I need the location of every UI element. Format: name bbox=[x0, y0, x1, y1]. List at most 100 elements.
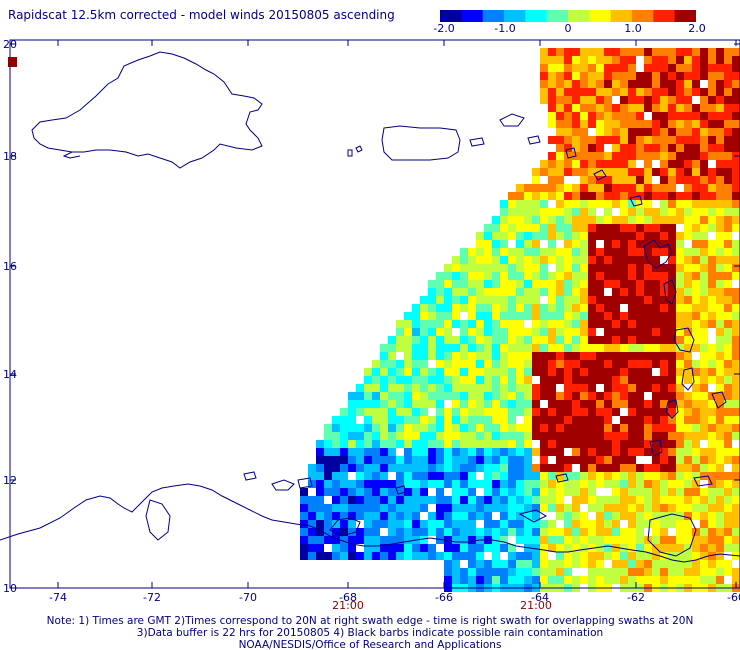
swath-cell bbox=[548, 576, 556, 584]
swath-cell bbox=[492, 496, 500, 504]
swath-cell bbox=[340, 544, 348, 552]
swath-cell bbox=[516, 520, 524, 528]
colorbar-tick-label: 1.0 bbox=[624, 22, 642, 35]
swath-cell bbox=[364, 400, 372, 408]
swath-cell bbox=[716, 112, 724, 120]
swath-cell bbox=[596, 216, 604, 224]
swath-cell bbox=[356, 488, 364, 496]
swath-cell bbox=[348, 544, 356, 552]
swath-cell bbox=[588, 336, 596, 344]
swath-cell bbox=[676, 432, 684, 440]
swath-cell bbox=[676, 200, 684, 208]
swath-cell bbox=[644, 64, 652, 72]
swath-cell bbox=[500, 224, 508, 232]
swath-cell bbox=[660, 272, 668, 280]
swath-cell bbox=[652, 224, 660, 232]
swath-cell bbox=[340, 432, 348, 440]
swath-cell bbox=[628, 528, 636, 536]
swath-cell bbox=[676, 304, 684, 312]
colorbar-tick-label: 2.0 bbox=[688, 22, 706, 35]
swath-cell bbox=[372, 552, 380, 560]
swath-cell bbox=[620, 480, 628, 488]
swath-cell bbox=[636, 536, 644, 544]
swath-cell bbox=[420, 552, 428, 560]
swath-cell bbox=[628, 400, 636, 408]
swath-cell bbox=[732, 72, 740, 80]
swath-cell bbox=[628, 472, 636, 480]
swath-cell bbox=[660, 136, 668, 144]
swath-cell bbox=[596, 416, 604, 424]
swath-cell bbox=[684, 336, 692, 344]
swath-cell bbox=[636, 368, 644, 376]
swath-cell bbox=[500, 256, 508, 264]
swath-cell bbox=[668, 504, 676, 512]
swath-cell bbox=[692, 280, 700, 288]
swath-cell bbox=[676, 544, 684, 552]
swath-cell bbox=[556, 48, 564, 56]
swath-cell bbox=[444, 448, 452, 456]
swath-cell bbox=[540, 272, 548, 280]
swath-cell bbox=[644, 56, 652, 64]
swath-cell bbox=[620, 64, 628, 72]
swath-cell bbox=[596, 160, 604, 168]
swath-cell bbox=[636, 304, 644, 312]
swath-cell bbox=[716, 392, 724, 400]
swath-cell bbox=[388, 480, 396, 488]
swath-cell bbox=[532, 424, 540, 432]
swath-cell bbox=[524, 224, 532, 232]
swath-cell bbox=[700, 136, 708, 144]
swath-cell bbox=[476, 320, 484, 328]
swath-cell bbox=[540, 168, 548, 176]
swath-cell bbox=[580, 232, 588, 240]
swath-cell bbox=[660, 344, 668, 352]
swath-cell bbox=[628, 512, 636, 520]
swath-cell bbox=[612, 312, 620, 320]
swath-cell bbox=[548, 72, 556, 80]
swath-cell bbox=[492, 504, 500, 512]
swath-cell bbox=[724, 296, 732, 304]
swath-cell bbox=[668, 496, 676, 504]
swath-cell bbox=[308, 544, 316, 552]
swath-cell bbox=[620, 240, 628, 248]
swath-cell bbox=[540, 88, 548, 96]
swath-cell bbox=[580, 528, 588, 536]
swath-cell bbox=[492, 352, 500, 360]
swath-cell bbox=[708, 512, 716, 520]
swath-cell bbox=[524, 512, 532, 520]
swath-cell bbox=[596, 392, 604, 400]
swath-cell bbox=[484, 504, 492, 512]
swath-cell bbox=[588, 576, 596, 584]
swath-cell bbox=[644, 544, 652, 552]
swath-cell bbox=[556, 400, 564, 408]
swath-cell bbox=[516, 240, 524, 248]
swath-cell bbox=[652, 416, 660, 424]
swath-cell bbox=[636, 96, 644, 104]
swath-cell bbox=[508, 392, 516, 400]
swath-cell bbox=[684, 480, 692, 488]
swath-cell bbox=[548, 568, 556, 576]
swath-cell bbox=[492, 360, 500, 368]
swath-cell bbox=[596, 152, 604, 160]
swath-cell bbox=[516, 424, 524, 432]
swath-cell bbox=[572, 384, 580, 392]
swath-cell bbox=[524, 568, 532, 576]
swath-cell bbox=[484, 264, 492, 272]
swath-cell bbox=[692, 72, 700, 80]
swath-cell bbox=[556, 248, 564, 256]
swath-cell bbox=[316, 512, 324, 520]
swath-cell bbox=[708, 560, 716, 568]
swath-cell bbox=[620, 416, 628, 424]
swath-cell bbox=[692, 184, 700, 192]
swath-cell bbox=[564, 144, 572, 152]
swath-cell bbox=[500, 520, 508, 528]
swath-cell bbox=[700, 552, 708, 560]
swath-cell bbox=[508, 360, 516, 368]
swath-cell bbox=[404, 512, 412, 520]
swath-cell bbox=[364, 520, 372, 528]
swath-cell bbox=[684, 432, 692, 440]
swath-cell bbox=[596, 64, 604, 72]
swath-cell bbox=[500, 528, 508, 536]
swath-cell bbox=[692, 176, 700, 184]
swath-cell bbox=[388, 512, 396, 520]
